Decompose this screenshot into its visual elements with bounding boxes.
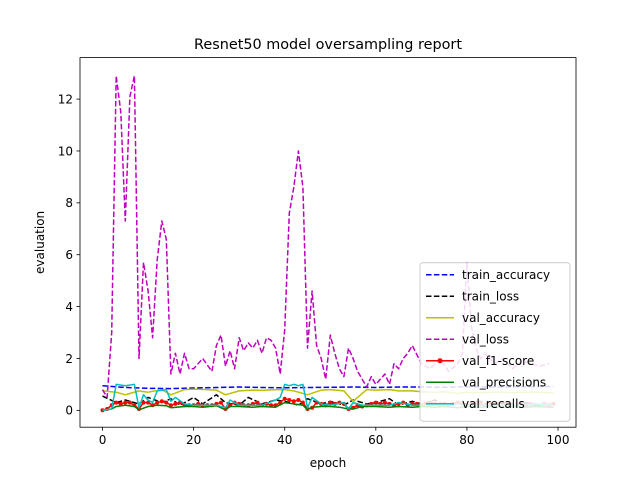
data-point: [373, 400, 378, 405]
legend-label: train_loss: [462, 290, 519, 304]
data-point: [114, 400, 119, 405]
legend-label: val_loss: [462, 333, 509, 347]
y-axis-label: evaluation: [33, 211, 47, 274]
data-point: [382, 400, 387, 405]
legend-item-train_accuracy: train_accuracy: [426, 268, 550, 282]
data-point: [219, 400, 223, 405]
series-val_recalls: [102, 383, 554, 412]
x-axis: 0 20 40 60 80 100: [99, 427, 570, 447]
data-point: [159, 399, 164, 404]
data-point: [296, 398, 301, 402]
x-tick-label: 60: [368, 433, 383, 447]
data-point: [300, 400, 305, 405]
data-point: [118, 401, 123, 406]
data-point: [255, 400, 260, 405]
legend-item-val_f1-score: val_f1-score: [426, 354, 534, 368]
y-tick-label: 6: [65, 248, 73, 262]
legend: train_accuracy train_loss val_accuracy val_…: [419, 262, 571, 422]
legend-label: val_recalls: [462, 397, 525, 411]
data-point: [328, 400, 333, 405]
y-tick-label: 0: [65, 404, 73, 418]
chart-title: Resnet50 model oversampling report: [194, 37, 462, 53]
x-tick-label: 40: [277, 433, 292, 447]
y-tick-label: 8: [65, 196, 73, 210]
y-tick-label: 4: [65, 300, 73, 314]
legend-item-val_recalls: val_recalls: [426, 397, 525, 411]
series-line: [101, 75, 550, 399]
data-point: [173, 401, 178, 406]
data-point: [291, 399, 296, 404]
y-axis: 0 2 4 6 8 10 12: [58, 92, 80, 418]
x-axis-label: epoch: [310, 456, 347, 470]
legend-label: val_accuracy: [462, 311, 540, 325]
legend-marker: [437, 358, 443, 364]
legend-label: val_f1-score: [462, 354, 534, 368]
x-tick-label: 100: [547, 433, 570, 447]
data-point: [155, 400, 160, 405]
legend-label: train_accuracy: [462, 268, 550, 282]
y-tick-label: 2: [65, 352, 73, 366]
data-point: [164, 400, 169, 405]
legend-item-val_precisions: val_precisions: [426, 376, 546, 390]
x-tick-label: 0: [99, 433, 107, 447]
legend-item-train_loss: train_loss: [426, 290, 519, 304]
data-point: [146, 400, 151, 405]
series-val_loss: [101, 75, 550, 399]
x-tick-label: 20: [186, 433, 201, 447]
legend-item-val_loss: val_loss: [426, 333, 509, 347]
y-tick-label: 12: [58, 92, 73, 106]
data-point: [127, 400, 132, 405]
x-tick-label: 80: [459, 433, 474, 447]
y-tick-label: 10: [58, 144, 73, 158]
data-point: [168, 403, 173, 408]
series-line: [102, 383, 554, 412]
legend-label: val_precisions: [462, 376, 546, 390]
data-point: [282, 396, 287, 401]
data-point: [287, 398, 292, 402]
data-point: [123, 400, 128, 405]
data-point: [141, 400, 146, 405]
axes-frame: [79, 57, 577, 428]
legend-item-val_accuracy: val_accuracy: [426, 311, 540, 325]
legend-box: [419, 262, 571, 422]
